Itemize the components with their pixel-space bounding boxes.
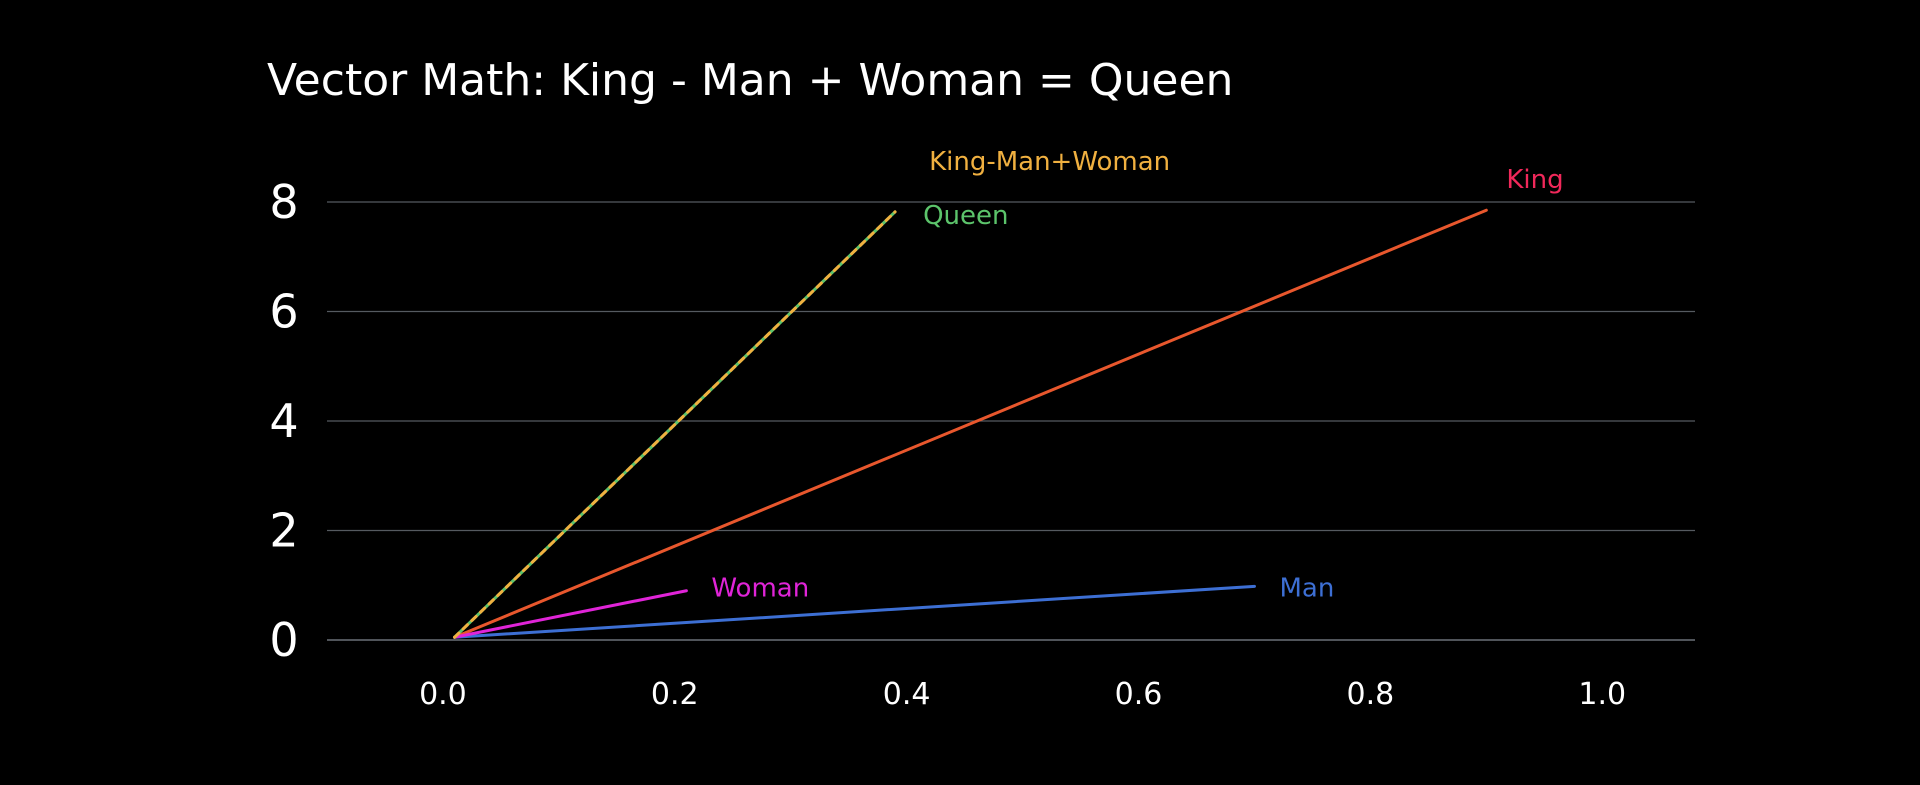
y-tick-label: 6 (269, 285, 298, 339)
chart-title: Vector Math: King - Man + Woman = Queen (267, 55, 1233, 106)
series-line-man (453, 584, 1256, 639)
series-label: Woman (711, 574, 809, 604)
x-tick-label: 0.4 (883, 677, 931, 712)
x-tick-label: 0.0 (419, 677, 467, 712)
y-tick-label: 4 (269, 394, 298, 448)
y-tick-label: 8 (269, 175, 298, 229)
x-tick-label: 0.2 (651, 677, 699, 712)
series-label: Queen (923, 201, 1008, 231)
grid (327, 201, 1695, 641)
y-axis-ticks: 0 2 4 6 8 (269, 175, 298, 667)
x-tick-label: 0.6 (1115, 677, 1163, 712)
x-tick-label: 0.8 (1347, 677, 1395, 712)
series-line-woman (453, 589, 688, 639)
series-line-king (453, 208, 1488, 639)
y-tick-label: 0 (269, 613, 298, 667)
series-label: King (1506, 165, 1563, 195)
x-tick-label: 1.0 (1578, 677, 1626, 712)
series-label: Man (1279, 573, 1334, 603)
series-label: King-Man+Woman (929, 147, 1170, 177)
series-line-king-man-woman (453, 210, 897, 639)
series-labels: King Man Woman Queen King-Man+Woman (711, 147, 1563, 604)
series-lines (453, 208, 1488, 639)
x-axis-ticks: 0.0 0.2 0.4 0.6 0.8 1.0 (419, 677, 1626, 712)
y-tick-label: 2 (269, 504, 298, 558)
